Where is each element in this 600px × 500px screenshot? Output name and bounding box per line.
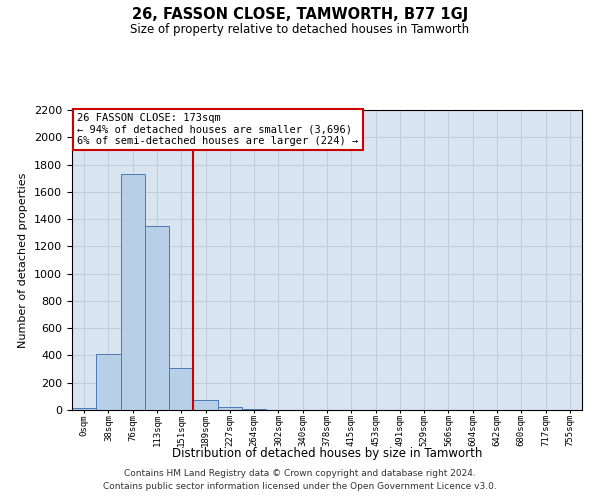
Bar — [218, 408, 242, 410]
Y-axis label: Number of detached properties: Number of detached properties — [19, 172, 28, 348]
Bar — [96, 354, 121, 410]
Bar — [72, 408, 96, 410]
Text: Contains HM Land Registry data © Crown copyright and database right 2024.: Contains HM Land Registry data © Crown c… — [124, 468, 476, 477]
Text: Distribution of detached houses by size in Tamworth: Distribution of detached houses by size … — [172, 448, 482, 460]
Bar — [121, 174, 145, 410]
Text: 26 FASSON CLOSE: 173sqm
← 94% of detached houses are smaller (3,696)
6% of semi-: 26 FASSON CLOSE: 173sqm ← 94% of detache… — [77, 113, 358, 146]
Text: 26, FASSON CLOSE, TAMWORTH, B77 1GJ: 26, FASSON CLOSE, TAMWORTH, B77 1GJ — [132, 8, 468, 22]
Bar — [193, 400, 218, 410]
Text: Contains public sector information licensed under the Open Government Licence v3: Contains public sector information licen… — [103, 482, 497, 491]
Bar — [145, 226, 169, 410]
Text: Size of property relative to detached houses in Tamworth: Size of property relative to detached ho… — [130, 22, 470, 36]
Bar — [169, 368, 193, 410]
